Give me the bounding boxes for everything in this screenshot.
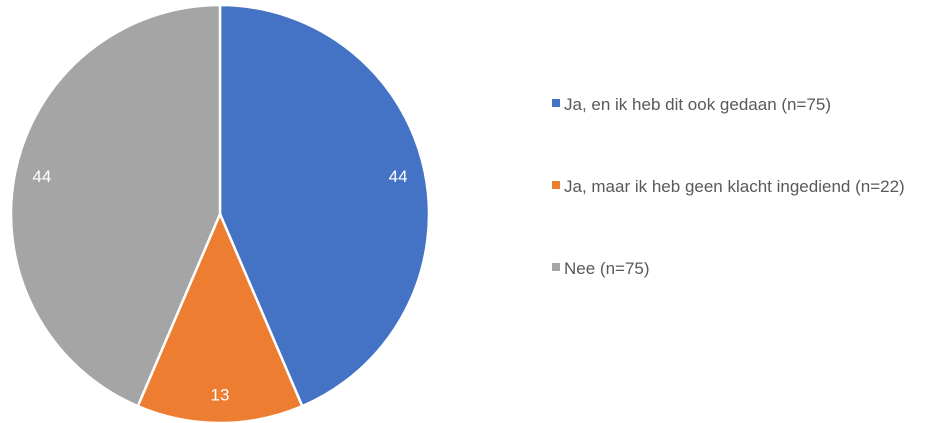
legend-label: Ja, maar ik heb geen klacht ingediend (n…	[564, 177, 905, 196]
data-label: 44	[389, 167, 408, 186]
legend-item: Ja, maar ik heb geen klacht ingediend (n…	[552, 174, 937, 199]
legend-label: Nee (n=75)	[564, 259, 650, 278]
legend-swatch	[552, 181, 560, 189]
legend-swatch	[552, 99, 560, 107]
data-label: 44	[32, 167, 51, 186]
legend-label: Ja, en ik heb dit ook gedaan (n=75)	[564, 95, 831, 114]
chart: 44 13 44	[9, 3, 431, 423]
pie-slice	[9, 3, 222, 408]
pie-slice	[218, 3, 431, 408]
legend-item: Nee (n=75)	[552, 256, 937, 281]
legend-item: Ja, en ik heb dit ook gedaan (n=75)	[552, 92, 937, 117]
legend-swatch	[552, 263, 560, 271]
data-label: 13	[211, 385, 230, 404]
